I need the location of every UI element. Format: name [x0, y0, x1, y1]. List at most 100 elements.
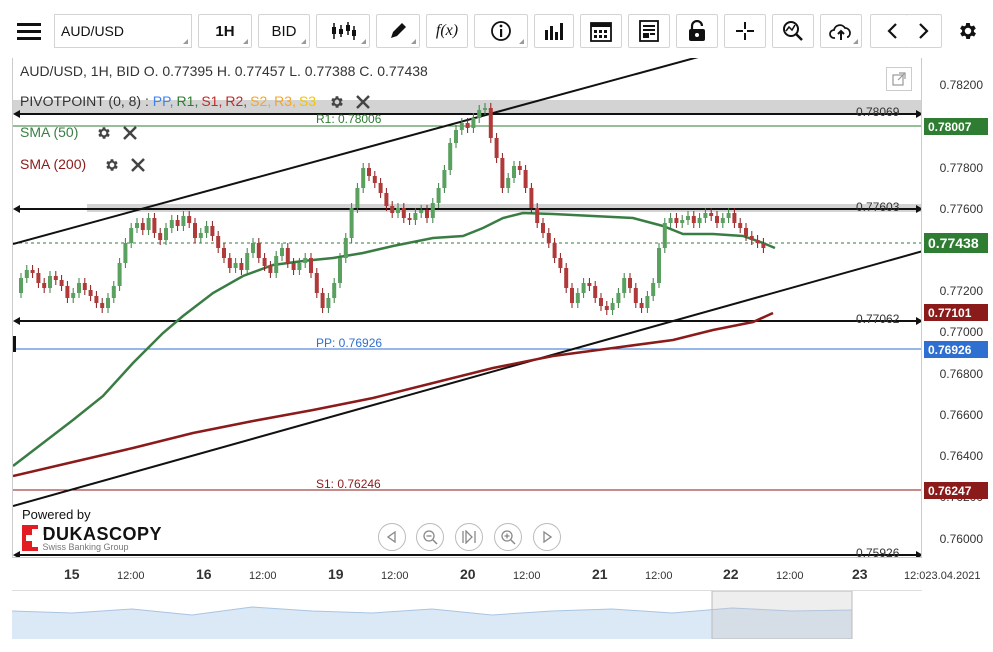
document-icon [639, 20, 659, 42]
current-time-label: 12:023.04.2021 [904, 570, 981, 582]
sma200-remove-icon[interactable] [130, 157, 146, 173]
expand-chart-button[interactable] [886, 67, 912, 91]
price-axis[interactable]: 0.78200 0.77800 0.77600 0.77200 0.77000 … [922, 58, 993, 568]
candles [19, 103, 766, 315]
sma50-label: SMA (50) [20, 124, 79, 140]
side-selector[interactable]: BID [258, 14, 310, 48]
cloud-button[interactable] [820, 14, 862, 48]
volume-button[interactable] [534, 14, 574, 48]
scroll-right-button[interactable] [533, 523, 561, 551]
draw-button[interactable] [376, 14, 420, 48]
pivot-items: PP, R1, S1, R2, S2, R3, S3 [153, 93, 319, 109]
symbol-value: AUD/USD [61, 23, 125, 39]
pivot-name: PIVOTPOINT (0, 8) [20, 93, 142, 109]
left-edge-marker [13, 336, 16, 352]
time-tick: 22 [723, 566, 739, 582]
sma50-settings-icon[interactable] [96, 125, 112, 141]
reset-view-button[interactable] [455, 523, 483, 551]
pivot-item: S2, [250, 93, 272, 109]
navigator-selection[interactable] [711, 591, 853, 639]
level-line-4[interactable] [13, 551, 922, 558]
pivot-item: S1, [201, 93, 223, 109]
chevron-left-icon [886, 23, 897, 39]
toolbar: AUD/USD 1H BID f(x) [0, 0, 993, 58]
s1-line-label: S1: 0.76246 [316, 477, 381, 491]
s1-price-tag: 0.76247 [924, 482, 988, 499]
price-tick: 0.76400 [939, 449, 983, 463]
symbol-selector[interactable]: AUD/USD [54, 14, 192, 48]
scroll-left-button[interactable] [378, 523, 406, 551]
settings-button[interactable] [950, 14, 986, 48]
time-tick: 16 [196, 566, 212, 582]
pivot-separator: : [141, 93, 153, 109]
chart-type-button[interactable] [316, 14, 370, 48]
time-tick: 12:00 [513, 570, 541, 582]
candlestick-icon [332, 22, 356, 40]
ohlc-legend: AUD/USD, 1H, BID O. 0.77395 H. 0.77457 L… [20, 63, 428, 79]
sma200-settings-icon[interactable] [104, 157, 120, 173]
time-tick: 12:00 [776, 570, 804, 582]
expand-icon [892, 72, 906, 86]
reset-icon [462, 530, 476, 544]
sma50-line [13, 211, 776, 467]
powered-by-text: Powered by [22, 507, 91, 522]
news-button[interactable] [628, 14, 670, 48]
chevron-right-icon [918, 23, 929, 39]
navigator-chart[interactable] [12, 591, 922, 639]
lock-button[interactable] [676, 14, 718, 48]
time-tick: 12:00 [117, 570, 145, 582]
time-tick: 15 [64, 566, 80, 582]
price-tick: 0.76000 [939, 532, 983, 546]
crosshair-icon [736, 22, 754, 40]
scroll-forward-button[interactable] [906, 14, 942, 48]
zoom-out-button[interactable] [416, 523, 444, 551]
calendar-button[interactable] [580, 14, 622, 48]
time-tick: 19 [328, 566, 344, 582]
level-line-3[interactable] [13, 317, 922, 325]
dukascopy-logo[interactable]: DUKASCOPY Swiss Banking Group [22, 523, 162, 553]
brand-name: DUKASCOPY [42, 523, 162, 544]
sma50-remove-icon[interactable] [122, 125, 138, 141]
time-axis[interactable]: 15 12:00 16 12:00 19 12:00 20 12:00 21 12:00 22 12:… [12, 560, 980, 590]
side-value: BID [271, 22, 297, 40]
zoom-button[interactable] [772, 14, 814, 48]
current-price-tag: 0.77438 [924, 233, 988, 253]
level-line-1[interactable] [13, 110, 922, 118]
sma200-legend[interactable]: SMA (200) [20, 156, 146, 173]
hamburger-icon [17, 23, 41, 40]
scroll-back-button[interactable] [870, 14, 912, 48]
sma200-price-tag: 0.77101 [924, 304, 988, 321]
timeframe-selector[interactable]: 1H [198, 14, 252, 48]
ohlc-text: AUD/USD, 1H, BID O. 0.77395 H. 0.77457 L… [20, 63, 428, 79]
level-1-label: 0.78069 [856, 105, 900, 119]
level-4-label: 0.75926 [856, 546, 900, 558]
function-icon: f(x) [435, 22, 459, 39]
zoom-in-button[interactable] [494, 523, 522, 551]
info-button[interactable] [474, 14, 528, 48]
crosshair-button[interactable] [724, 14, 766, 48]
pivot-settings-icon[interactable] [329, 94, 345, 110]
pivot-remove-icon[interactable] [355, 94, 371, 110]
triangle-right-icon [543, 531, 552, 543]
pivot-item: R3, [274, 93, 296, 109]
menu-button[interactable] [10, 14, 48, 48]
navigator-panel[interactable] [12, 590, 922, 639]
time-tick: 12:00 [381, 570, 409, 582]
chart-area[interactable]: R1: 0.78006 PP: 0.76926 S1: 0.76246 0.78… [12, 58, 922, 558]
lower-trendline[interactable] [13, 250, 922, 507]
upper-trendline[interactable] [13, 58, 713, 245]
sma50-legend[interactable]: SMA (50) [20, 124, 138, 141]
brand-tagline: Swiss Banking Group [42, 541, 129, 552]
pp-price-tag: 0.76926 [924, 341, 988, 358]
triangle-left-icon [387, 531, 396, 543]
r1-line-label: R1: 0.78006 [316, 112, 382, 126]
zoom-out-icon [423, 530, 438, 545]
time-tick: 23 [852, 566, 868, 582]
price-chart[interactable]: R1: 0.78006 PP: 0.76926 S1: 0.76246 0.78… [13, 58, 922, 558]
price-tick: 0.76600 [939, 408, 983, 422]
pivot-item: S3 [298, 93, 317, 109]
indicators-button[interactable]: f(x) [426, 14, 468, 48]
r1-price-tag: 0.78007 [924, 118, 988, 135]
pivot-legend[interactable]: PIVOTPOINT (0, 8) : PP, R1, S1, R2, S2, R3, S3 [20, 93, 371, 110]
level-line-2[interactable] [13, 205, 922, 213]
